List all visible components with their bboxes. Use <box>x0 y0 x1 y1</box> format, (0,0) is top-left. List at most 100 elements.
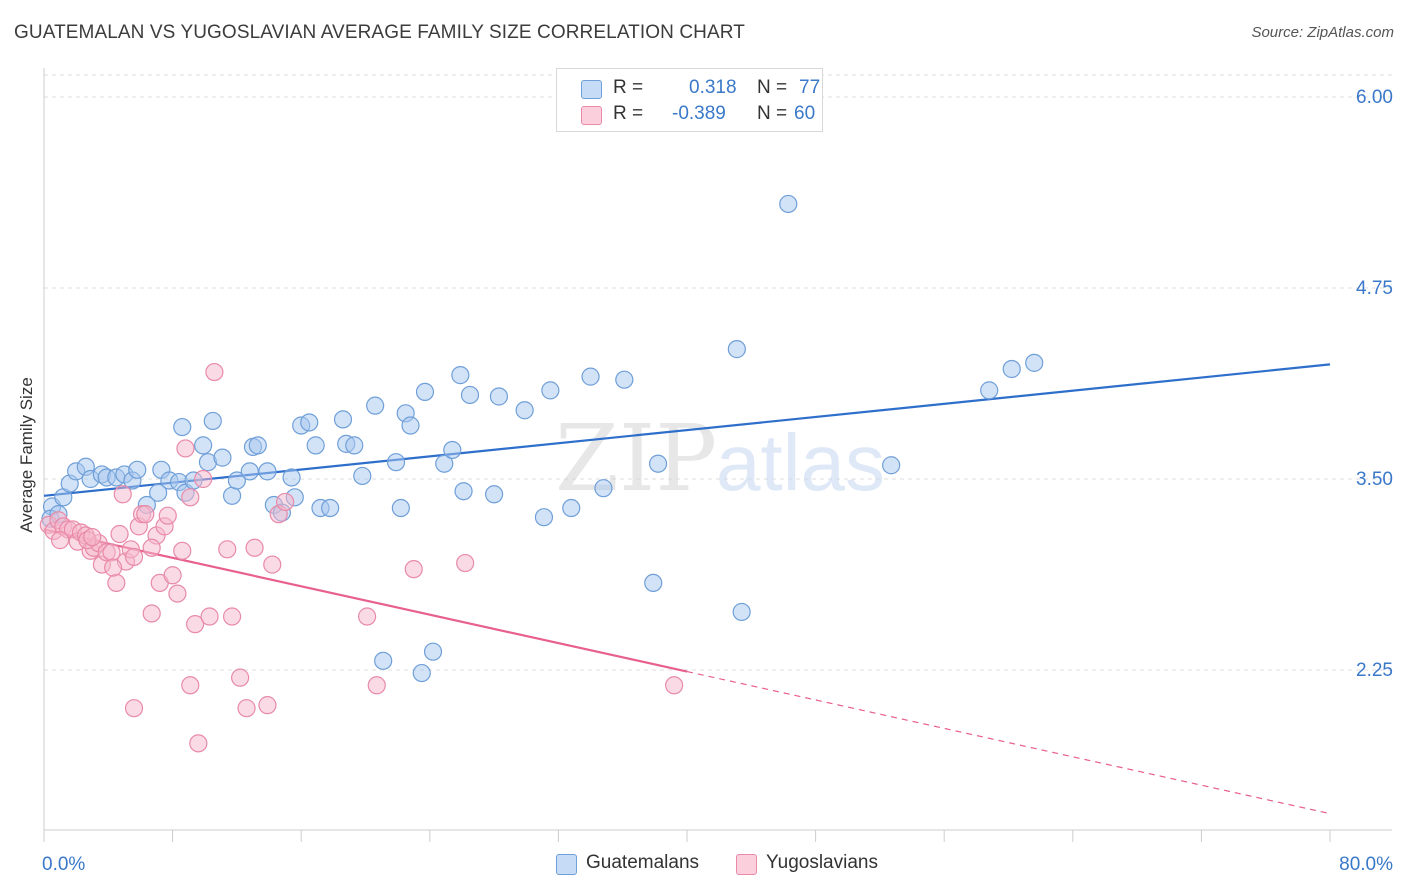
yugoslavian-point <box>173 541 192 560</box>
guatemalan-point <box>345 436 364 455</box>
guatemalan-point <box>353 466 372 486</box>
yugoslavian-point <box>142 538 161 557</box>
yugoslavian-point <box>205 362 224 382</box>
guatemalan-point <box>321 498 340 518</box>
legend-n-label: N = <box>757 103 788 124</box>
yugoslavian-point <box>358 607 377 626</box>
yugoslavian-point <box>245 538 264 557</box>
data-points <box>39 194 1044 753</box>
yugoslavian-point <box>176 439 195 458</box>
guatemalan-point <box>173 417 192 437</box>
guatemalan-point <box>203 411 222 431</box>
yugoslavian-point <box>50 531 70 550</box>
guatemalan-point <box>423 642 443 661</box>
x-tick-label: 0.0% <box>42 854 85 875</box>
guatemalan-point <box>648 454 668 473</box>
trend-line-extension <box>686 670 1331 815</box>
y-tick-label: 6.00 <box>1356 87 1393 108</box>
guatemalan-point <box>258 462 277 481</box>
yugoslavian-point <box>124 547 144 567</box>
guatemalan-point <box>415 382 435 402</box>
legend-swatch-pink <box>581 106 602 125</box>
yugoslavian-point <box>258 696 277 715</box>
bottom-legend-label: Guatemalans <box>586 852 700 873</box>
guatemalan-point <box>779 194 798 214</box>
yugoslavian-point <box>263 555 282 574</box>
guatemalan-point <box>644 573 663 593</box>
guatemalan-point <box>562 498 581 518</box>
guatemalan-point <box>454 482 473 501</box>
legend-n-value: 60 <box>794 103 816 124</box>
y-axis-label: Average Family Size <box>17 377 36 533</box>
yugoslavian-point <box>168 584 187 603</box>
guatemalan-point <box>333 410 353 429</box>
legend-swatch-blue <box>581 80 602 99</box>
legend-r-value: -0.389 <box>672 103 726 124</box>
guatemalan-point <box>401 416 420 435</box>
guatemalan-point <box>366 396 385 415</box>
legend-r-label: R = <box>613 103 644 124</box>
guatemalan-point <box>980 381 999 400</box>
tick-labels: 2.25 3.50 4.75 6.00 0.0% 80.0% <box>42 87 1393 875</box>
bottom-legend-swatch-pink <box>736 854 757 875</box>
axes <box>43 68 1392 842</box>
yugoslavian-point <box>124 699 144 718</box>
yugoslavian-point <box>113 485 132 504</box>
yugoslavian-point <box>186 615 205 634</box>
yugoslavian-point <box>231 668 250 687</box>
guatemalan-point <box>594 479 613 498</box>
guatemalan-point <box>460 385 480 405</box>
yugoslavian-point <box>404 560 423 579</box>
watermark-atlas: atlas <box>716 418 885 507</box>
guatemalan-point <box>386 453 406 472</box>
guatemalan-point <box>300 413 319 432</box>
y-tick-label: 3.50 <box>1356 469 1393 490</box>
yugoslavian-point <box>181 488 200 507</box>
x-tick-label: 80.0% <box>1339 854 1393 875</box>
guatemalan-point <box>485 485 504 504</box>
guatemalan-point <box>248 436 267 455</box>
yugoslavian-point <box>367 676 386 695</box>
yugoslavian-point <box>110 524 129 544</box>
guatemalan-point <box>374 651 393 670</box>
yugoslavian-point <box>665 676 684 695</box>
guatemalan-point <box>194 436 213 455</box>
guatemalan-point <box>541 381 560 400</box>
guatemalan-point <box>1025 353 1044 372</box>
watermark-zip: ZIP <box>555 405 717 512</box>
yugoslavian-point <box>194 469 213 489</box>
guatemalan-point <box>1002 359 1021 379</box>
guatemalan-point <box>240 462 259 481</box>
guatemalan-point <box>615 370 634 389</box>
yugoslavian-point <box>218 540 237 559</box>
yugoslavian-point <box>222 607 242 626</box>
guatemalan-point <box>306 436 325 455</box>
yugoslavian-point <box>181 676 200 695</box>
source-label: Source: ZipAtlas.com <box>1251 24 1394 41</box>
guatemalan-point <box>149 483 168 502</box>
guatemalan-point <box>435 454 454 473</box>
guatemalan-point <box>581 367 600 386</box>
bottom-legend-swatch-blue <box>556 854 577 875</box>
guatemalan-point <box>227 471 246 490</box>
guatemalan-point <box>443 440 462 460</box>
yugoslavian-point <box>237 699 256 718</box>
guatemalan-point <box>727 340 746 359</box>
chart-title: GUATEMALAN VS YUGOSLAVIAN AVERAGE FAMILY… <box>14 22 745 43</box>
guatemalan-point <box>222 486 242 505</box>
y-tick-label: 4.75 <box>1356 278 1393 299</box>
yugoslavian-point <box>107 573 126 593</box>
yugoslavian-point <box>200 607 219 626</box>
yugoslavian-point <box>276 492 295 512</box>
yugoslavian-point <box>136 505 155 524</box>
guatemalan-point <box>391 498 410 518</box>
legend-r-value: 0.318 <box>689 77 737 98</box>
guatemalan-point <box>282 468 301 487</box>
yugoslavian-point <box>189 734 208 753</box>
guatemalan-point <box>451 365 470 385</box>
yugoslavian-point <box>102 543 121 562</box>
bottom-legend-label: Yugoslavians <box>766 852 878 873</box>
yugoslavian-point <box>104 558 123 577</box>
